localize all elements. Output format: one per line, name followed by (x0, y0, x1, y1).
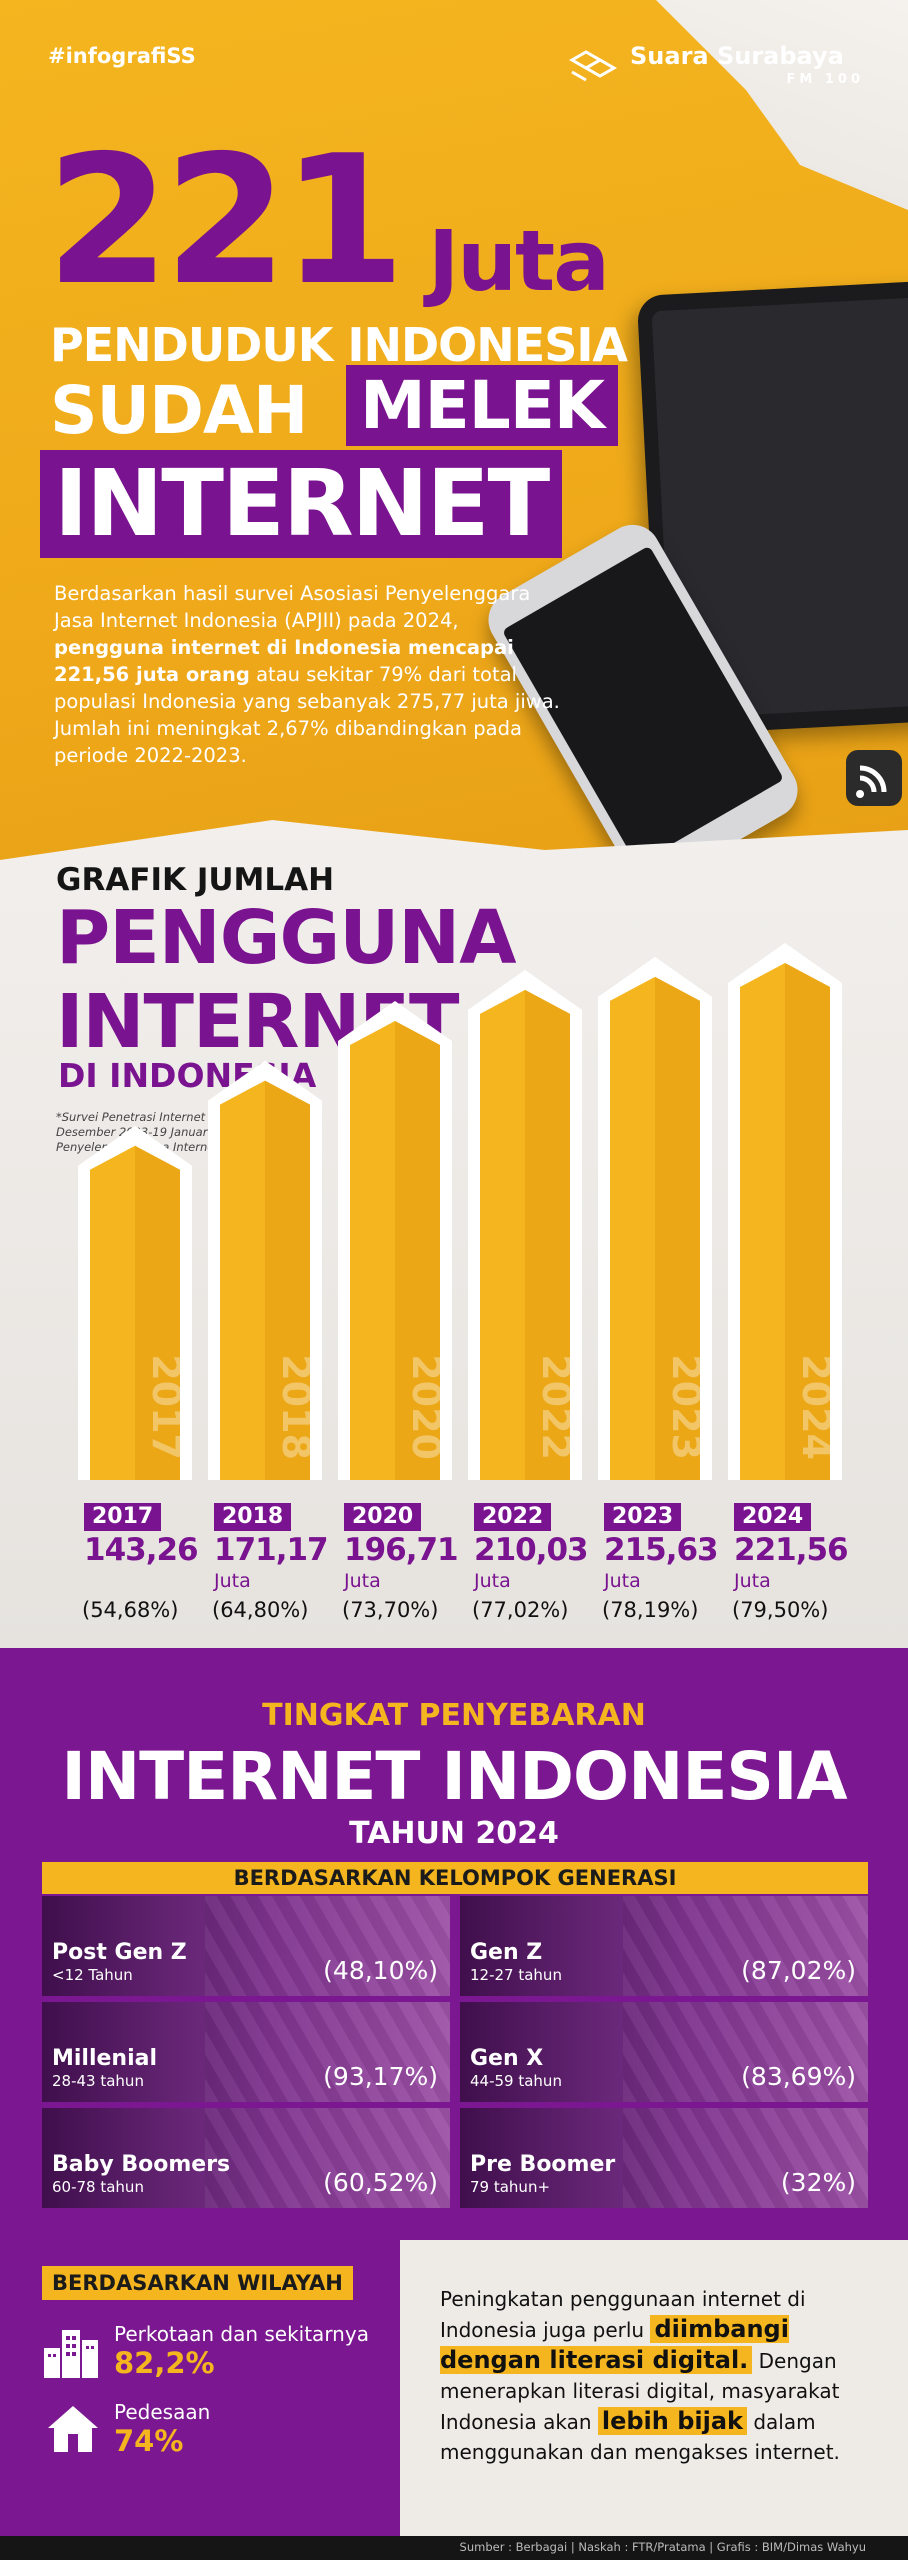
headline-line2b: MELEK (346, 365, 619, 446)
brand-sub: FM 100 (786, 72, 864, 87)
chart-value-label: 215,63 (604, 1532, 719, 1568)
generation-tile-millenial: Millenial 28-43 tahun (93,17%) (42, 2002, 450, 2102)
chart-unit-label: Juta (214, 1570, 251, 1592)
chart-unit-label: Juta (344, 1570, 381, 1592)
generation-percent: (60,52%) (323, 2168, 438, 2197)
generation-name: Pre Boomer (470, 2152, 616, 2177)
intro-text-bold: pengguna internet di Indonesia mencapai … (54, 636, 514, 686)
chart-bar-year-watermark: 2024 (794, 1354, 838, 1460)
intro-text-2: atau sekitar 79% dari total populasi Ind… (54, 663, 560, 767)
generation-name: Millenial (52, 2046, 158, 2071)
literacy-text-2: Dengan menerapkan literasi digital, masy… (440, 2349, 840, 2434)
chart-bar-2018: 2018 (208, 1060, 322, 1480)
generation-age: 79 tahun+ (470, 2178, 551, 2196)
chart-value-label: 196,71 (344, 1532, 459, 1568)
spread-title-line3: TAHUN 2024 (349, 1816, 559, 1851)
chart-bar-year-watermark: 2020 (404, 1354, 448, 1460)
generation-name: Post Gen Z (52, 1940, 187, 1965)
chart-bar-2017: 2017 (78, 1125, 192, 1480)
chart-year-label: 2022 (474, 1503, 552, 1531)
chart-value-label: 143,26 (84, 1532, 199, 1568)
literacy-box: Peningkatan penggunaan internet di Indon… (400, 2240, 908, 2560)
generation-tile-pre-boomer: Pre Boomer 79 tahun+ (32%) (460, 2108, 868, 2208)
headline-unit: Juta (428, 212, 610, 310)
chart-bar-year-watermark: 2018 (274, 1354, 318, 1460)
generation-tile-gen-z: Gen Z 12-27 tahun (87,02%) (460, 1896, 868, 1996)
generation-tile-post-gen-z: Post Gen Z <12 Tahun (48,10%) (42, 1896, 450, 1996)
chart-year-label: 2017 (84, 1503, 162, 1531)
hashtag: #infografiSS (48, 44, 196, 68)
brand-logo: Suara Surabaya FM 100 (568, 42, 868, 92)
generation-name: Gen Z (470, 1940, 543, 1965)
chart-bar-2023: 2023 (598, 956, 712, 1480)
generation-header: BERDASARKAN KELOMPOK GENERASI (42, 1862, 868, 1894)
literacy-text-3: dalam menggunakan dan mengakses internet… (440, 2410, 840, 2464)
chart-year-label: 2024 (734, 1503, 812, 1531)
generation-tile-gen-x: Gen X 44-59 tahun (83,69%) (460, 2002, 868, 2102)
chart-bar-year-watermark: 2023 (664, 1354, 708, 1460)
chart-title-line1: GRAFIK JUMLAH (56, 862, 335, 898)
generation-name: Gen X (470, 2046, 544, 2071)
chart-unit-label: Juta (474, 1570, 511, 1592)
headline-line2a: SUDAH (50, 372, 308, 449)
chart-bar-2024: 2024 (728, 943, 842, 1480)
suara-surabaya-logo-icon (568, 50, 618, 82)
house-icon (48, 2406, 98, 2452)
intro-text-1: Berdasarkan hasil survei Asosiasi Penyel… (54, 582, 531, 632)
chart-percent-label: (77,02%) (472, 1598, 569, 1622)
footer-bar: Sumber : Berbagai | Naskah : FTR/Pratama… (0, 2536, 908, 2560)
chart-bar-year-watermark: 2017 (144, 1354, 188, 1460)
spread-title-line1: TINGKAT PENYEBARAN (262, 1698, 646, 1733)
intro-paragraph: Berdasarkan hasil survei Asosiasi Penyel… (54, 580, 574, 769)
chart-year-label: 2018 (214, 1503, 292, 1531)
generation-name: Baby Boomers (52, 2152, 231, 2177)
bar-chart: 2017 2018 2020 2022 2023 2024 (78, 943, 842, 1480)
generation-age: <12 Tahun (52, 1966, 133, 1984)
chart-percent-label: (78,19%) (602, 1598, 699, 1622)
generation-age: 44-59 tahun (470, 2072, 562, 2090)
headline-line1: PENDUDUK INDONESIA (50, 318, 628, 372)
chart-unit-label: Juta (604, 1570, 641, 1592)
generation-percent: (93,17%) (323, 2062, 438, 2091)
chart-title-line2: PENGGUNA (56, 895, 516, 981)
brand-name: Suara Surabaya (630, 42, 844, 70)
chart-value-label: 171,17 (214, 1532, 329, 1568)
literacy-text: Peningkatan penggunaan internet di Indon… (440, 2284, 880, 2467)
generation-age: 28-43 tahun (52, 2072, 144, 2090)
rural-label: Pedesaan (114, 2400, 211, 2424)
chart-percent-label: (79,50%) (732, 1598, 829, 1622)
chart-bar-2020: 2020 (338, 1001, 452, 1480)
chart-percent-label: (54,68%) (82, 1598, 179, 1622)
chart-year-label: 2020 (344, 1503, 422, 1531)
chart-percent-label: (64,80%) (212, 1598, 309, 1622)
generation-age: 12-27 tahun (470, 1966, 562, 1984)
footer-credits: Sumber : Berbagai | Naskah : FTR/Pratama… (459, 2540, 866, 2554)
generation-tile-baby-boomers: Baby Boomers 60-78 tahun (60,52%) (42, 2108, 450, 2208)
headline-number: 221 (46, 117, 406, 324)
chart-year-label: 2023 (604, 1503, 682, 1531)
urban-label: Perkotaan dan sekitarnya (114, 2322, 369, 2346)
generation-percent: (83,69%) (741, 2062, 856, 2091)
chart-unit-label: Juta (734, 1570, 771, 1592)
chart-bar-year-watermark: 2022 (534, 1354, 578, 1460)
chart-value-label: 210,03 (474, 1532, 589, 1568)
headline-line3: INTERNET (40, 450, 563, 558)
literacy-highlight-2: lebih bijak (597, 2407, 747, 2435)
region-header: BERDASARKAN WILAYAH (42, 2266, 353, 2300)
generation-percent: (48,10%) (323, 1956, 438, 1985)
spread-title-line2: INTERNET INDONESIA (61, 1738, 847, 1815)
rural-value: 74% (114, 2424, 184, 2458)
urban-value: 82,2% (114, 2346, 215, 2380)
literacy-text-1: Peningkatan penggunaan internet di Indon… (440, 2287, 806, 2342)
generation-age: 60-78 tahun (52, 2178, 144, 2196)
chart-value-label: 221,56 (734, 1532, 849, 1568)
generation-percent: (32%) (780, 2168, 856, 2197)
generation-percent: (87,02%) (741, 1956, 856, 1985)
chart-bar-2022: 2022 (468, 969, 582, 1480)
wifi-icon (846, 750, 902, 806)
chart-percent-label: (73,70%) (342, 1598, 439, 1622)
city-buildings-icon (44, 2330, 98, 2378)
